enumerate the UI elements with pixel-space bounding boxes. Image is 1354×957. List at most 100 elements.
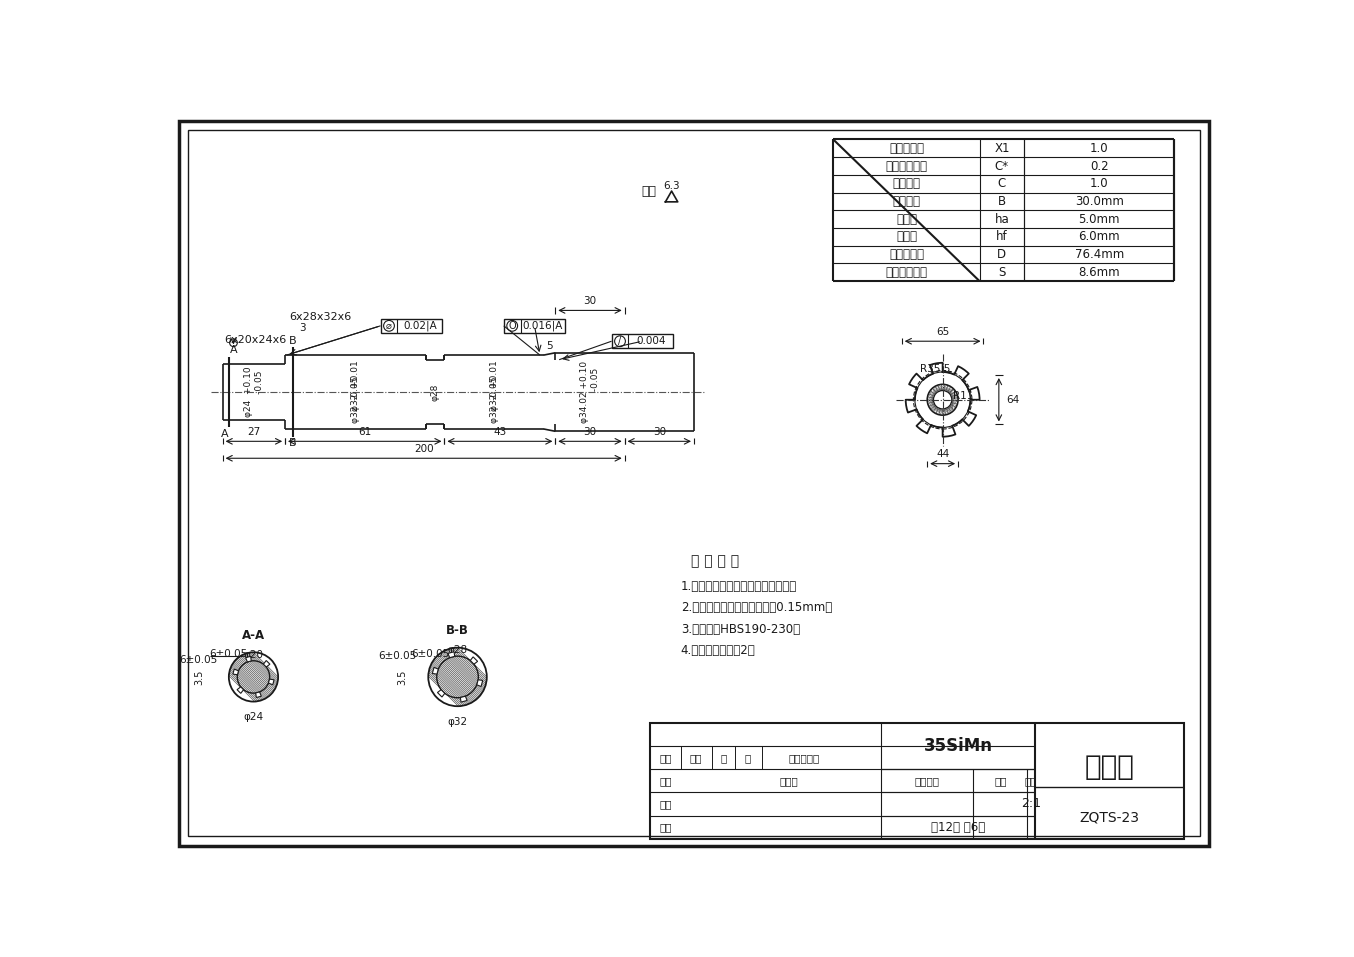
Text: φ24: φ24 — [244, 712, 264, 722]
Text: 齿根高: 齿根高 — [896, 231, 917, 243]
Text: φ32  +0.01: φ32 +0.01 — [490, 361, 498, 412]
Text: 65: 65 — [936, 327, 949, 337]
Text: 阶段标记: 阶段标记 — [915, 776, 940, 786]
Text: 3.5: 3.5 — [195, 669, 204, 684]
Text: 5.0mm: 5.0mm — [1079, 212, 1120, 226]
Text: 径向间隙: 径向间隙 — [892, 177, 921, 190]
Text: 处数: 处数 — [691, 753, 703, 763]
Text: 5: 5 — [546, 341, 552, 351]
Polygon shape — [256, 692, 261, 698]
Text: 1.0: 1.0 — [1090, 177, 1109, 190]
Polygon shape — [237, 687, 244, 694]
Text: 重量: 重量 — [994, 776, 1006, 786]
Text: A: A — [230, 345, 237, 355]
Text: 0.016|A: 0.016|A — [523, 321, 563, 331]
Text: ha: ha — [995, 212, 1009, 226]
Text: D: D — [998, 248, 1006, 261]
Text: 6.3: 6.3 — [663, 182, 680, 191]
Polygon shape — [268, 679, 274, 685]
Polygon shape — [233, 669, 238, 675]
Text: 6±0.05: 6±0.05 — [179, 655, 217, 665]
Text: 设计: 设计 — [659, 776, 672, 786]
Text: /: / — [619, 336, 621, 346]
Text: B-B: B-B — [445, 624, 468, 637]
Text: 齿扇宽度: 齿扇宽度 — [892, 195, 921, 208]
Text: hf: hf — [997, 231, 1007, 243]
Text: φ32  -0.05: φ32 -0.05 — [490, 376, 498, 423]
Text: φ24  +0.10
       -0.05: φ24 +0.10 -0.05 — [244, 367, 264, 417]
Text: X1: X1 — [994, 142, 1010, 155]
Text: R11: R11 — [953, 390, 974, 401]
Text: B: B — [288, 336, 297, 346]
Polygon shape — [437, 690, 444, 697]
Text: 技 术 要 求: 技 术 要 求 — [692, 554, 739, 568]
Text: 35SiMn: 35SiMn — [923, 737, 992, 755]
Text: φ34.02 +0.10
         -0.05: φ34.02 +0.10 -0.05 — [581, 361, 600, 423]
Text: 2:1: 2:1 — [1021, 797, 1041, 811]
Text: 具12张 的6张: 具12张 的6张 — [932, 820, 986, 834]
Text: φ20: φ20 — [244, 650, 264, 659]
Text: φ32: φ32 — [447, 717, 467, 726]
Text: 6±0.05: 6±0.05 — [379, 652, 417, 661]
Text: 3.调质处理HBS190-230；: 3.调质处理HBS190-230； — [681, 623, 800, 635]
Text: 径向间隙系数: 径向间隙系数 — [886, 160, 927, 172]
Text: 30: 30 — [584, 427, 597, 437]
Text: 76.4mm: 76.4mm — [1075, 248, 1124, 261]
Polygon shape — [264, 660, 269, 667]
Text: 比例: 比例 — [1025, 776, 1037, 786]
Polygon shape — [470, 657, 478, 664]
Text: B: B — [288, 438, 297, 448]
Text: C: C — [998, 177, 1006, 190]
Text: 0.02|A: 0.02|A — [403, 321, 437, 331]
Text: 61: 61 — [357, 427, 371, 437]
Polygon shape — [245, 657, 252, 662]
Text: 分度圆弧齿厚: 分度圆弧齿厚 — [886, 266, 927, 278]
Bar — [612, 334, 673, 348]
Text: 6x20x24x6: 6x20x24x6 — [225, 335, 287, 345]
Text: φ32  -0.05: φ32 -0.05 — [351, 376, 360, 423]
Text: 0.2: 0.2 — [1090, 160, 1109, 172]
Text: 摇臂轴: 摇臂轴 — [1085, 753, 1135, 781]
Text: 3.5: 3.5 — [397, 669, 408, 684]
Text: ZQTS-23: ZQTS-23 — [1079, 811, 1140, 825]
Text: 43: 43 — [493, 427, 506, 437]
Text: O: O — [508, 321, 516, 331]
Text: 齿顶圆直径: 齿顶圆直径 — [890, 248, 923, 261]
Text: B: B — [998, 195, 1006, 208]
Text: C*: C* — [995, 160, 1009, 172]
Text: 3: 3 — [299, 323, 305, 333]
Text: 标记: 标记 — [659, 753, 672, 763]
Text: 齿顶高: 齿顶高 — [896, 212, 917, 226]
Text: R35.5: R35.5 — [919, 364, 951, 374]
Text: 200: 200 — [414, 444, 433, 454]
Text: A: A — [221, 429, 227, 438]
Text: 0.004: 0.004 — [636, 336, 666, 346]
Text: 工艺: 工艺 — [659, 822, 672, 832]
Text: 齿顶高系数: 齿顶高系数 — [890, 142, 923, 155]
Text: φ32  +0.01: φ32 +0.01 — [351, 361, 360, 412]
Text: 44: 44 — [936, 450, 949, 459]
Text: 4.未注倒角半径为2。: 4.未注倒角半径为2。 — [681, 644, 756, 657]
Text: 64: 64 — [1006, 394, 1020, 405]
Text: 30: 30 — [653, 427, 666, 437]
Text: 1.摇臂轴应探伤检查，不得有裂纹；: 1.摇臂轴应探伤检查，不得有裂纹； — [681, 580, 798, 592]
Text: 30.0mm: 30.0mm — [1075, 195, 1124, 208]
Text: ⌀: ⌀ — [386, 321, 391, 331]
Text: 其余: 其余 — [642, 186, 657, 198]
Bar — [504, 319, 566, 333]
Text: 更改文件号: 更改文件号 — [788, 753, 819, 763]
Text: 6±0.05: 6±0.05 — [210, 649, 248, 658]
Text: 8.6mm: 8.6mm — [1079, 266, 1120, 278]
Text: 标准化: 标准化 — [780, 776, 798, 786]
Text: S: S — [998, 266, 1006, 278]
Polygon shape — [432, 667, 439, 674]
Bar — [650, 723, 1185, 838]
Polygon shape — [448, 652, 455, 657]
Text: 27: 27 — [248, 427, 260, 437]
Text: φ28: φ28 — [447, 645, 467, 655]
Text: 6±0.05: 6±0.05 — [412, 649, 450, 658]
Polygon shape — [460, 696, 467, 702]
Text: 审核: 审核 — [659, 799, 672, 809]
Text: 区: 区 — [745, 753, 751, 763]
Text: 6x28x32x6: 6x28x32x6 — [288, 312, 351, 322]
